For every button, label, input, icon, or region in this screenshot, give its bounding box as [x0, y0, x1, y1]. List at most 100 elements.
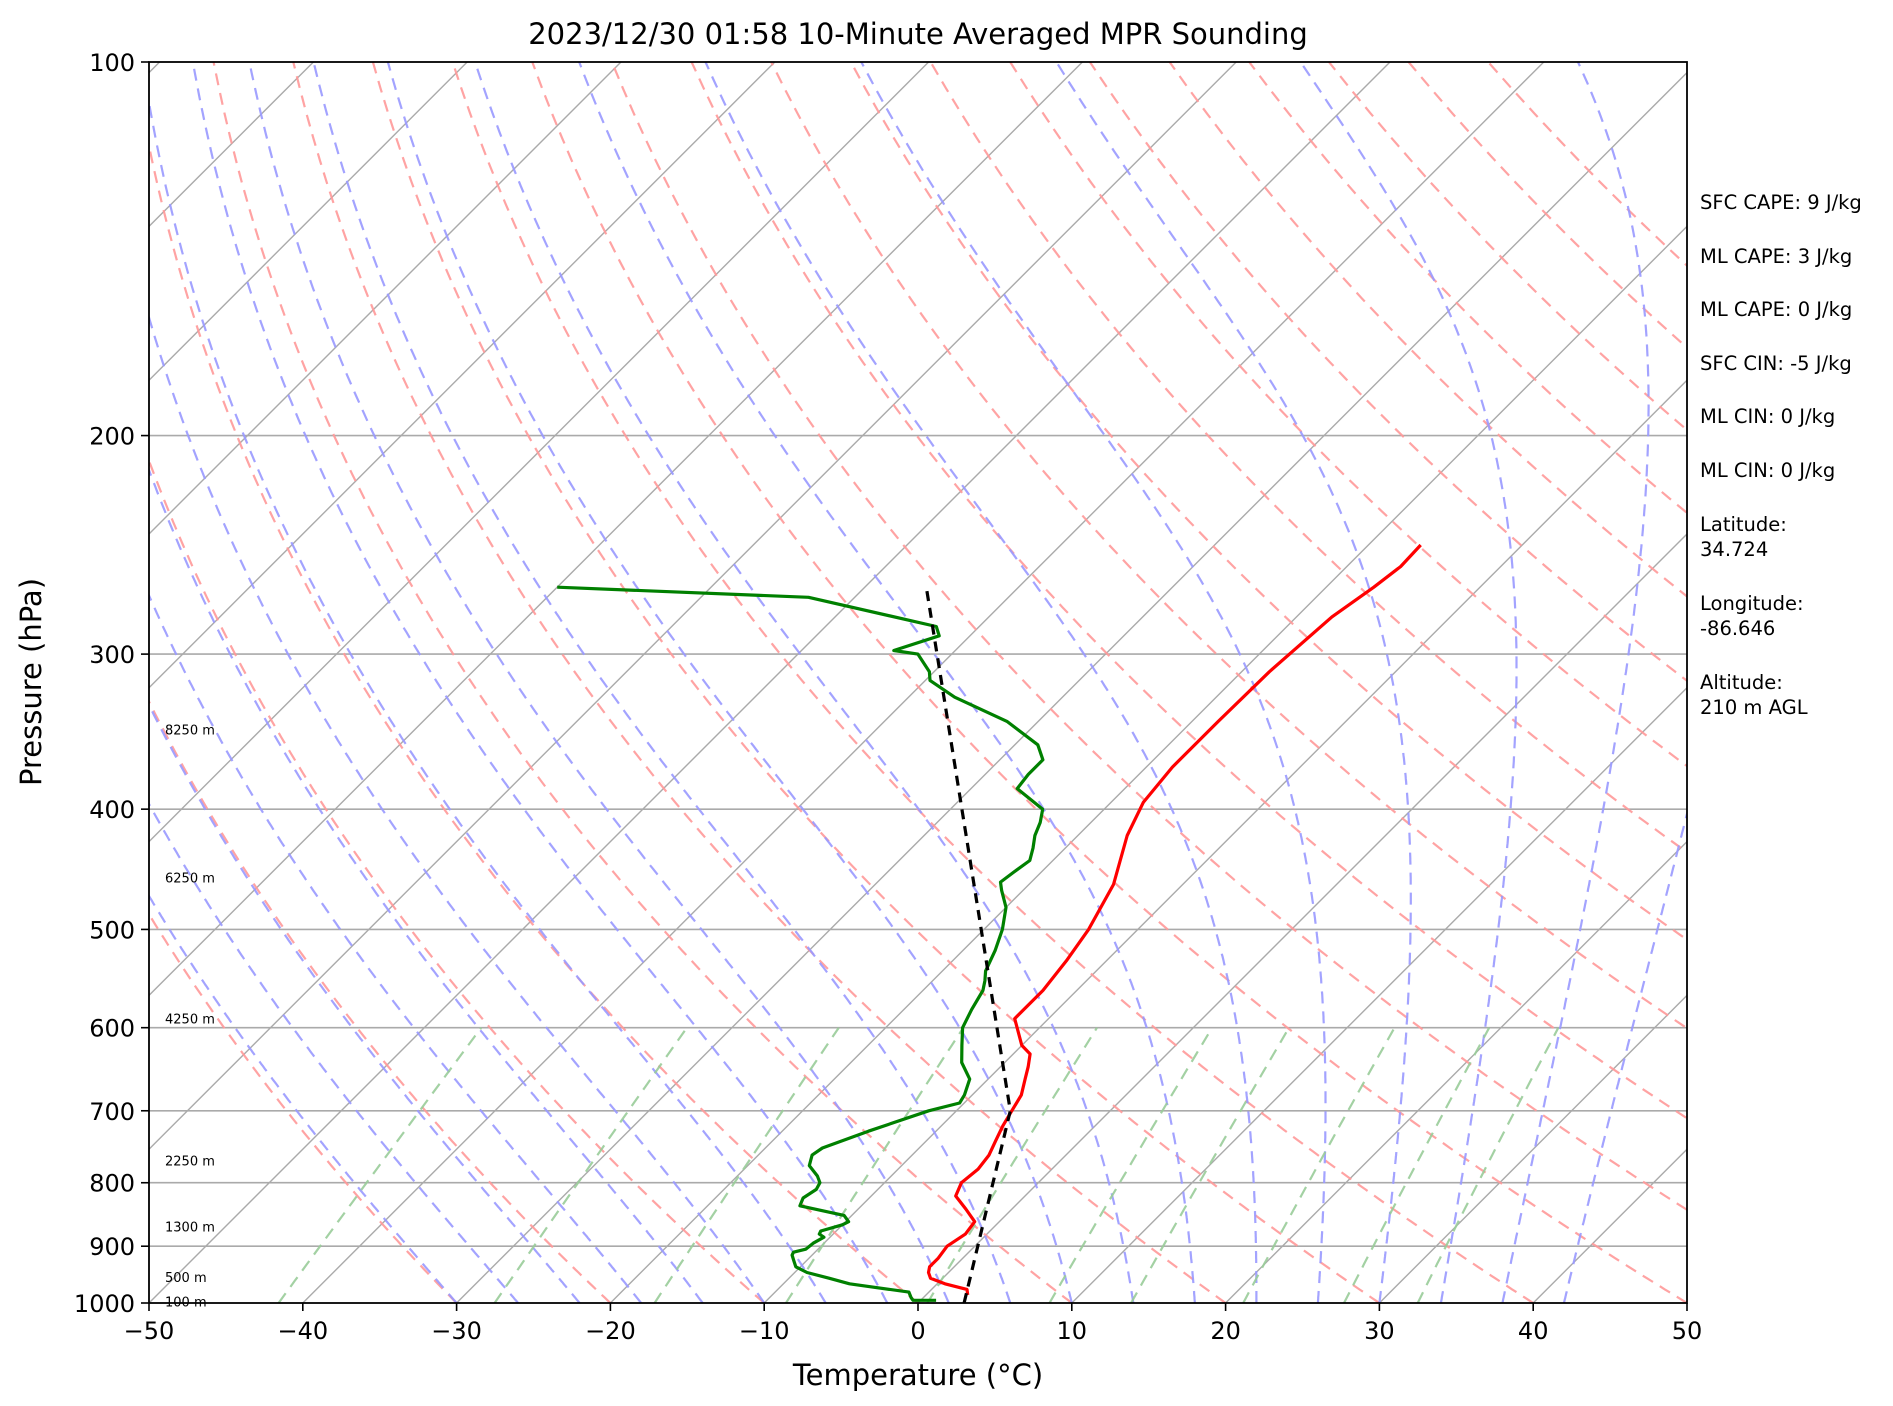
height-label: 6250 m: [165, 871, 215, 886]
data-series: [557, 543, 1422, 1303]
isotherm-line: [149, 62, 930, 843]
x-tick-label: 50: [1672, 1317, 1703, 1345]
isotherm-line: [456, 71, 1687, 1303]
dry-adiabat: [149, 457, 765, 1303]
height-label: 500 m: [165, 1271, 207, 1286]
y-tick-label: 600: [89, 1015, 135, 1043]
dry-adiabat: [770, 62, 1687, 1030]
dry-adiabat: [451, 62, 1534, 1303]
index-sfc-cape: SFC CAPE: 9 J/kg: [1700, 191, 1862, 214]
mixing-ratio-line: [1242, 1027, 1396, 1303]
temperature-line: [926, 543, 1422, 1296]
dry-adiabat: [1168, 62, 1687, 598]
isotherm-line: [917, 533, 1687, 1303]
longitude-value: -86.646: [1700, 617, 1775, 640]
y-tick-label: 500: [89, 916, 135, 944]
moist-adiabat: [386, 62, 1073, 1303]
isotherm-line: [302, 62, 1545, 1303]
moist-adiabat: [578, 62, 1196, 1303]
background-grid: [0, 62, 1687, 1303]
x-tick-label: 20: [1210, 1317, 1241, 1345]
y-axis-ticks: 100 200 300 400 500 600 700 800 900 1000: [74, 49, 149, 1318]
mixing-ratio-line: [493, 1027, 688, 1303]
latitude-value: 34.724: [1700, 538, 1768, 561]
y-tick-label: 400: [89, 796, 135, 824]
isotherm-line: [149, 62, 1237, 1151]
height-label: 1300 m: [165, 1221, 215, 1236]
dry-adiabat: [690, 62, 1687, 1120]
dry-adiabat: [1088, 62, 1687, 683]
longitude-label: Longitude:: [1700, 592, 1804, 615]
mixing-ratio-line: [1130, 1027, 1290, 1303]
x-tick-label: 10: [1057, 1317, 1088, 1345]
moist-adiabat: [149, 96, 827, 1303]
x-tick-label: −30: [431, 1317, 482, 1345]
dry-adiabat: [212, 62, 1073, 1303]
mixing-ratio-line: [926, 1027, 1098, 1303]
moist-adiabat: [860, 62, 1327, 1303]
isotherm-line: [149, 62, 1083, 997]
y-tick-label: 100: [89, 49, 135, 77]
moist-adiabat: [312, 62, 1012, 1303]
isotherm-line: [0, 62, 6, 1303]
isotherm-line: [149, 62, 468, 382]
moist-adiabat: [1501, 62, 1650, 1303]
moist-adiabat: [191, 62, 889, 1303]
mixing-ratio-line: [277, 1027, 483, 1303]
x-tick-label: −20: [585, 1317, 636, 1345]
moist-adiabat: [149, 893, 458, 1303]
altitude-value: 210 m AGL: [1700, 696, 1808, 719]
index-ml-cin-2: ML CIN: 0 J/kg: [1700, 459, 1835, 482]
parcel-line: [924, 586, 1012, 1303]
index-ml-cape-2: ML CAPE: 0 J/kg: [1700, 298, 1852, 321]
height-label: 2250 m: [165, 1155, 215, 1170]
isotherm-line: [149, 62, 622, 535]
dewpoint-line: [557, 585, 1045, 1302]
isotherm-line: [609, 225, 1687, 1303]
isotherm-line: [1225, 840, 1687, 1303]
dry-adiabat: [1009, 62, 1687, 768]
x-tick-label: −50: [124, 1317, 175, 1345]
x-tick-label: −40: [277, 1317, 328, 1345]
isotherm-line: [1378, 994, 1687, 1303]
moist-adiabat: [474, 62, 1135, 1303]
index-sfc-cin: SFC CIN: -5 J/kg: [1700, 352, 1852, 375]
y-tick-label: 1000: [74, 1290, 135, 1318]
y-tick-label: 700: [89, 1098, 135, 1126]
isotherm-line: [763, 379, 1687, 1303]
moist-adiabat: [1562, 809, 1687, 1303]
x-tick-label: −10: [739, 1317, 790, 1345]
mixing-ratio-line: [653, 1027, 840, 1303]
x-axis-label: Temperature (°C): [792, 1358, 1043, 1392]
y-tick-label: 900: [89, 1233, 135, 1261]
chart-title: 2023/12/30 01:58 10-Minute Averaged MPR …: [528, 17, 1308, 51]
mixing-ratio-line: [1048, 1027, 1214, 1303]
y-axis-label: Pressure (hPa): [14, 578, 48, 786]
moist-adiabat: [248, 62, 950, 1303]
moist-adiabat: [1055, 62, 1412, 1303]
isotherm-line: [149, 62, 776, 689]
height-label: 8250 m: [165, 723, 215, 738]
moist-adiabat: [149, 702, 581, 1303]
isotherm-line: [1071, 686, 1687, 1303]
y-tick-label: 200: [89, 423, 135, 451]
y-tick-label: 300: [89, 641, 135, 669]
index-ml-cape: ML CAPE: 3 J/kg: [1700, 245, 1852, 268]
indices-panel: SFC CAPE: 9 J/kg ML CAPE: 3 J/kg ML CAPE…: [1700, 191, 1862, 719]
dry-adiabat: [149, 140, 919, 1303]
moist-adiabat: [704, 62, 1258, 1303]
dry-adiabat: [149, 912, 458, 1303]
x-tick-label: 0: [910, 1317, 925, 1345]
y-tick-label: 800: [89, 1170, 135, 1198]
moist-adiabat: [149, 801, 519, 1303]
mixing-ratio-line: [1416, 1027, 1560, 1303]
altitude-label: Altitude:: [1700, 671, 1783, 694]
dry-adiabat: [292, 62, 1227, 1303]
mixing-ratio-line: [1343, 1027, 1491, 1303]
dry-adiabat: [149, 699, 612, 1303]
height-label: 4250 m: [165, 1013, 215, 1028]
x-tick-label: 40: [1518, 1317, 1549, 1345]
x-tick-label: 30: [1364, 1317, 1395, 1345]
